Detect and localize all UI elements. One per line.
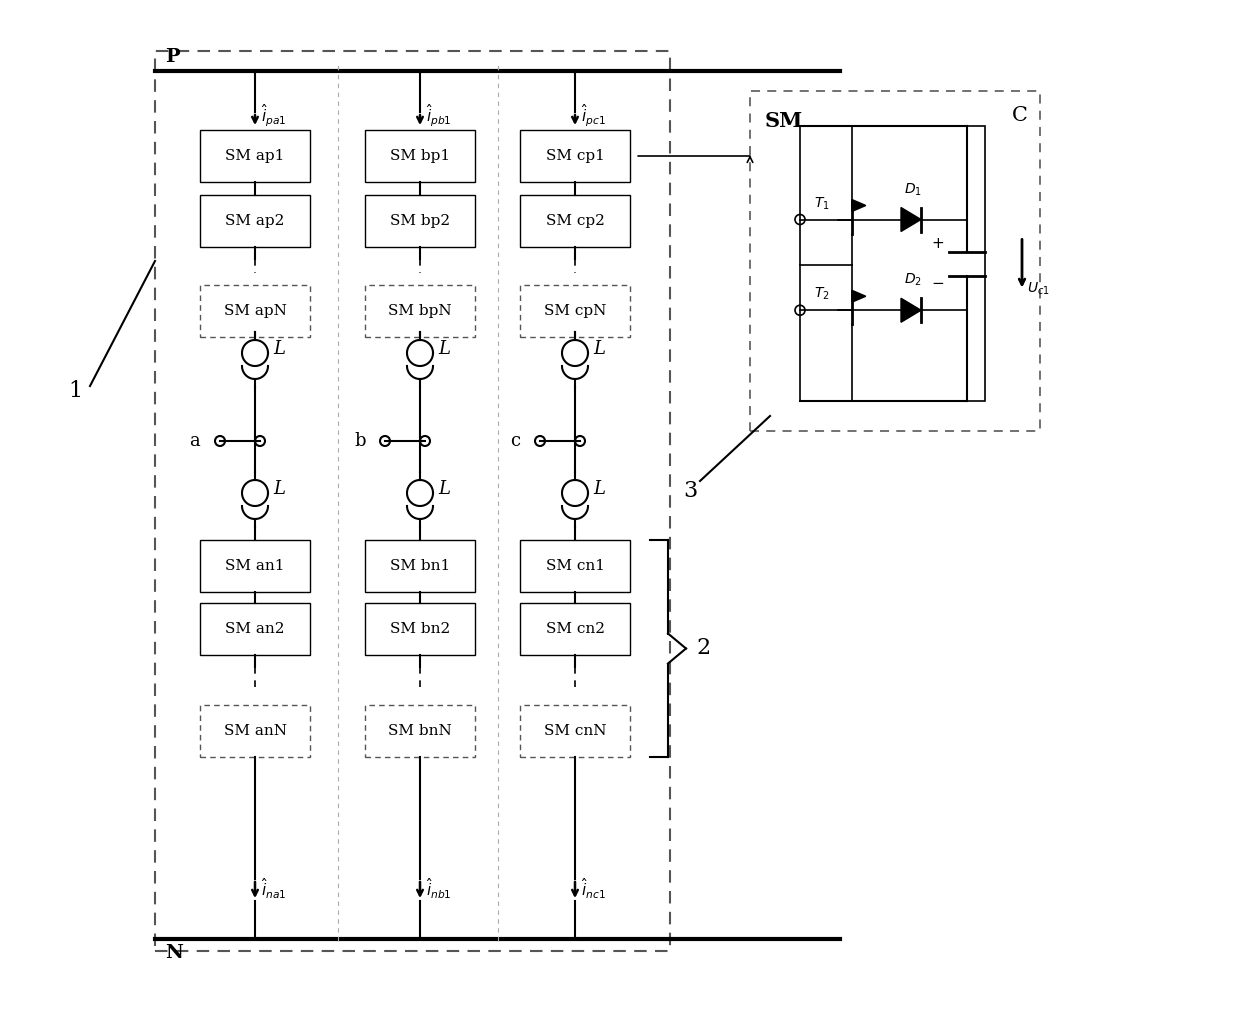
Text: a: a [190,432,201,450]
Text: L: L [273,340,285,358]
Polygon shape [852,290,866,302]
Text: $\hat{i}_{pc1}$: $\hat{i}_{pc1}$ [582,103,606,129]
Text: 1: 1 [68,380,82,402]
Text: SM an2: SM an2 [226,622,285,636]
Bar [750,91,1040,431]
Text: SM cn1: SM cn1 [546,559,605,573]
Text: $\hat{i}_{nb1}$: $\hat{i}_{nb1}$ [427,877,451,901]
Text: 3: 3 [683,480,697,502]
Text: SM bn1: SM bn1 [389,559,450,573]
Text: SM anN: SM anN [223,724,286,738]
Text: SM cp1: SM cp1 [546,149,604,163]
Text: SM ap2: SM ap2 [226,214,285,228]
Text: $U_{c1}$: $U_{c1}$ [1027,280,1050,297]
Bar [800,126,985,401]
Text: L: L [438,480,450,498]
Text: SM cnN: SM cnN [544,724,606,738]
Text: SM ap1: SM ap1 [226,149,285,163]
Text: N: N [165,944,182,962]
Text: $D_1$: $D_1$ [904,181,923,197]
Bar [365,285,475,337]
Text: $\hat{i}_{nc1}$: $\hat{i}_{nc1}$ [582,877,606,901]
Text: SM cn2: SM cn2 [546,622,605,636]
Text: $T_2$: $T_2$ [815,286,830,302]
Bar [155,51,670,951]
Text: b: b [355,432,366,450]
Text: SM bn2: SM bn2 [389,622,450,636]
Text: $\hat{i}_{pb1}$: $\hat{i}_{pb1}$ [427,103,451,129]
Text: 2: 2 [696,638,711,659]
Bar [520,540,630,592]
Bar [365,540,475,592]
Text: SM: SM [765,111,804,131]
Text: SM an1: SM an1 [226,559,285,573]
Text: −: − [931,276,944,291]
Bar [200,285,310,337]
Text: SM apN: SM apN [223,304,286,318]
Text: P: P [165,48,180,66]
Bar [365,603,475,655]
Bar [520,705,630,757]
Text: $T_1$: $T_1$ [815,195,830,211]
Bar [200,603,310,655]
Text: L: L [593,480,605,498]
Text: SM cp2: SM cp2 [546,214,604,228]
Text: +: + [931,236,944,251]
Text: SM cpN: SM cpN [544,304,606,318]
Polygon shape [852,199,866,211]
Text: $\hat{i}_{na1}$: $\hat{i}_{na1}$ [260,877,286,901]
Bar [365,130,475,182]
Text: L: L [593,340,605,358]
Text: c: c [510,432,520,450]
Bar [520,130,630,182]
Text: SM bp2: SM bp2 [389,214,450,228]
Text: L: L [273,480,285,498]
Bar [520,195,630,247]
Bar [520,285,630,337]
Bar [200,705,310,757]
Text: $\hat{i}_{pa1}$: $\hat{i}_{pa1}$ [260,103,286,129]
Text: L: L [438,340,450,358]
Polygon shape [901,298,921,323]
Text: SM bp1: SM bp1 [389,149,450,163]
Polygon shape [901,207,921,232]
Text: SM bnN: SM bnN [388,724,451,738]
Bar [200,540,310,592]
Bar [365,195,475,247]
Text: SM bpN: SM bpN [388,304,451,318]
Bar [200,130,310,182]
Text: C: C [1012,106,1028,125]
Bar [200,195,310,247]
Bar [520,603,630,655]
Text: $D_2$: $D_2$ [904,272,923,288]
Bar [365,705,475,757]
